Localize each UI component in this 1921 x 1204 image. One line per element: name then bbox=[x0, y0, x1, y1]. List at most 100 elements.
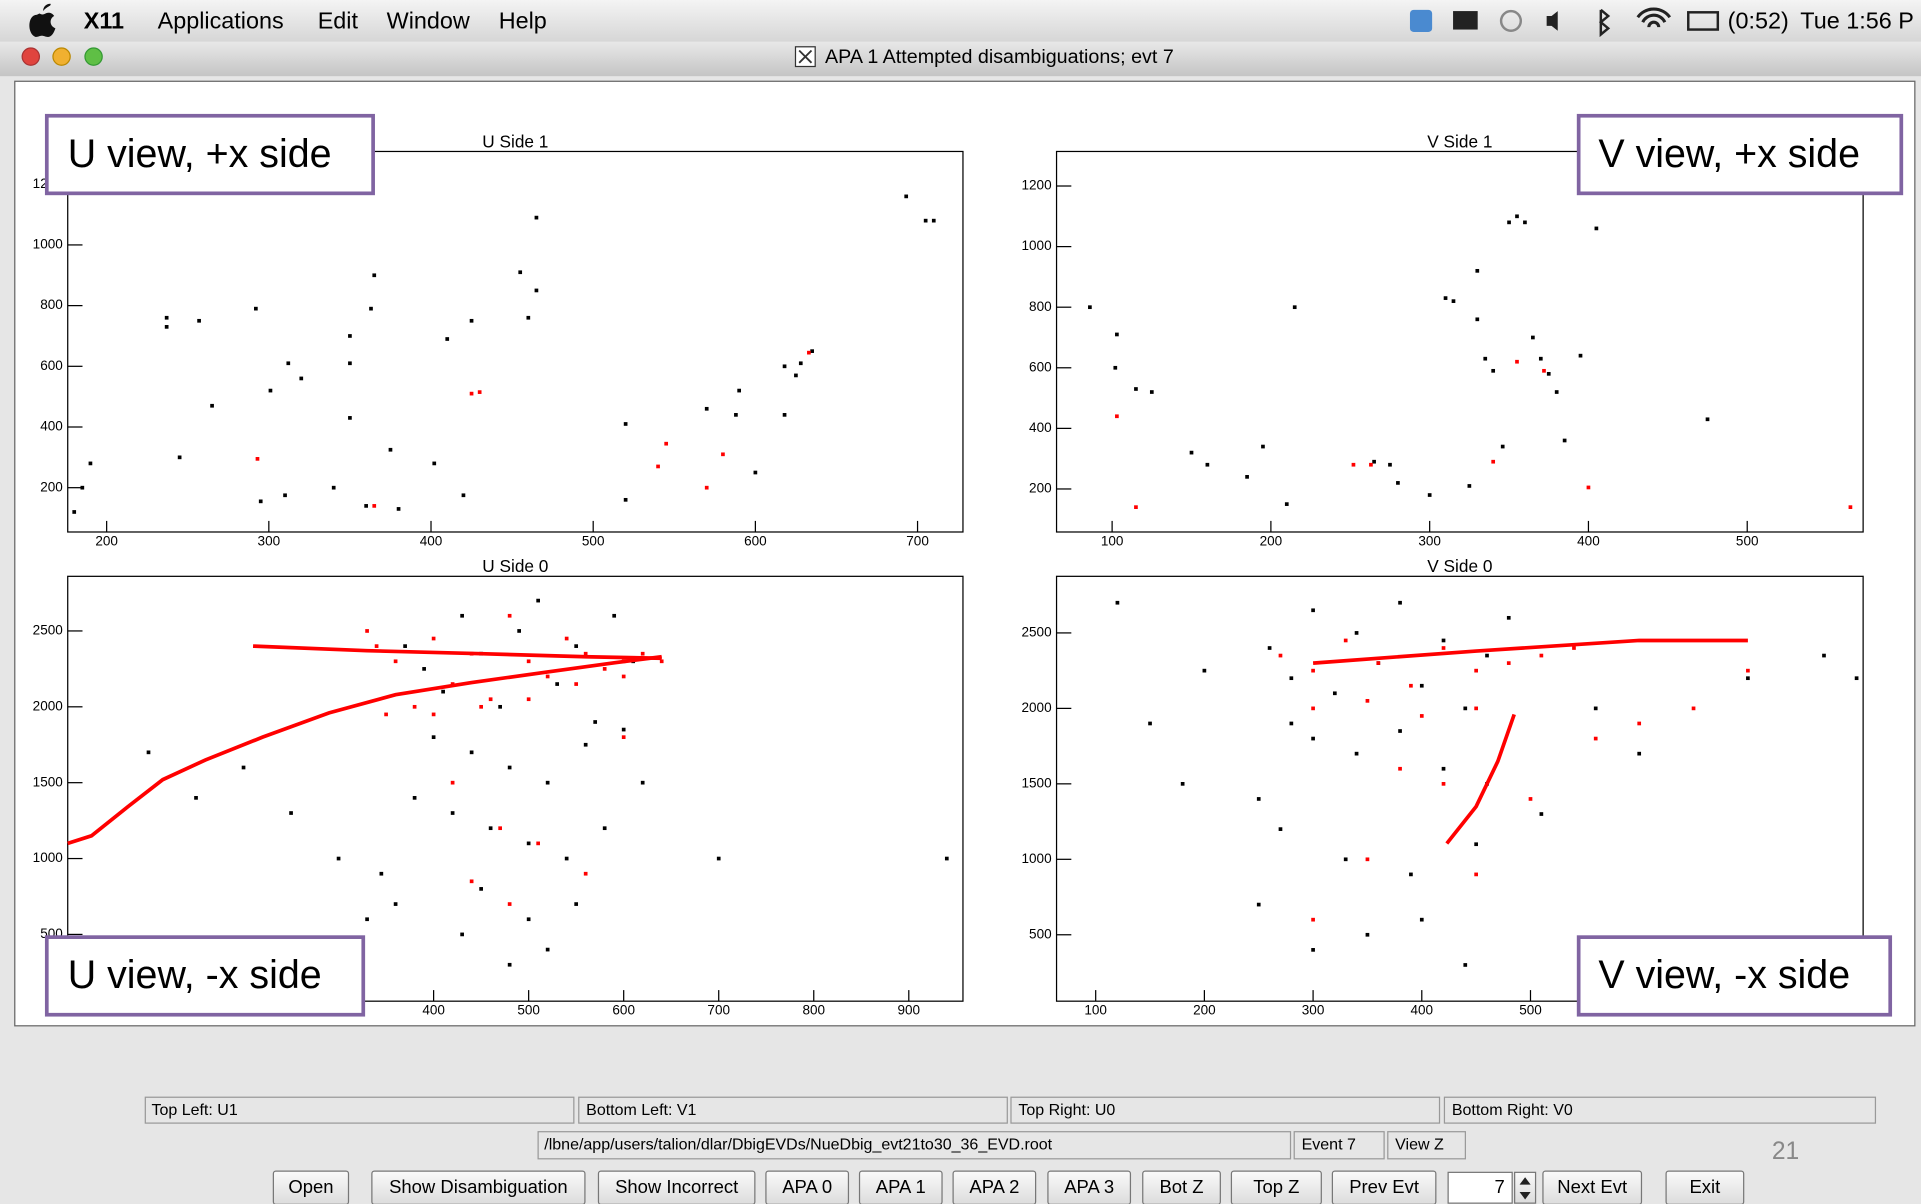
hit bbox=[1594, 737, 1598, 741]
hit bbox=[527, 842, 531, 846]
hit bbox=[364, 504, 368, 508]
hit bbox=[1398, 767, 1402, 771]
y-tick-label: 400 bbox=[40, 419, 63, 434]
menu-item[interactable]: Help bbox=[499, 7, 547, 33]
hit bbox=[603, 667, 607, 671]
slide-number: 21 bbox=[1772, 1138, 1799, 1165]
hit bbox=[1369, 463, 1373, 467]
window-title: APA 1 Attempted disambiguations; evt 7 bbox=[825, 46, 1174, 68]
zoom-button[interactable] bbox=[85, 48, 102, 65]
chart-title: U Side 0 bbox=[482, 556, 548, 576]
hit bbox=[72, 510, 76, 514]
button[interactable]: APA 3 bbox=[1048, 1171, 1131, 1204]
button[interactable]: APA 1 bbox=[860, 1171, 943, 1204]
hit bbox=[1203, 669, 1207, 673]
overlay-text: V view, -x side bbox=[1598, 953, 1850, 997]
y-tick-label: 2500 bbox=[33, 623, 63, 638]
x-tick-label: 100 bbox=[1084, 1003, 1107, 1018]
overlay-text: V view, +x side bbox=[1598, 132, 1860, 176]
hit bbox=[565, 857, 569, 861]
hit bbox=[754, 471, 758, 475]
button[interactable]: APA 2 bbox=[953, 1171, 1036, 1204]
hit bbox=[1398, 601, 1402, 605]
hit bbox=[1245, 475, 1249, 479]
menu-item[interactable]: Applications bbox=[158, 7, 284, 33]
menu-item[interactable]: Edit bbox=[318, 7, 359, 33]
hit bbox=[737, 389, 741, 393]
hit bbox=[498, 826, 502, 830]
hit bbox=[641, 652, 645, 656]
menu-item[interactable]: Window bbox=[387, 7, 470, 33]
menu-item[interactable]: X11 bbox=[84, 7, 124, 33]
hit bbox=[432, 713, 436, 717]
hit bbox=[283, 493, 287, 497]
hit bbox=[945, 857, 949, 861]
x-tick-label: 200 bbox=[1193, 1003, 1216, 1018]
hit bbox=[705, 407, 709, 411]
hit bbox=[1463, 963, 1467, 967]
clock[interactable]: Tue 1:56 P bbox=[1800, 7, 1913, 33]
hit bbox=[517, 629, 521, 633]
button[interactable]: Top Z bbox=[1231, 1171, 1321, 1204]
hit bbox=[210, 404, 214, 408]
y-tick-label: 500 bbox=[1029, 926, 1052, 941]
button[interactable]: Exit bbox=[1666, 1171, 1744, 1204]
view-field: View Z bbox=[1395, 1136, 1444, 1153]
button[interactable]: Show Incorrect bbox=[598, 1171, 754, 1204]
x-tick-label: 300 bbox=[1302, 1003, 1325, 1018]
hit bbox=[612, 614, 616, 618]
hit bbox=[1115, 333, 1119, 337]
button-label: Bot Z bbox=[1159, 1176, 1203, 1197]
hit bbox=[1311, 737, 1315, 741]
hit bbox=[1442, 639, 1446, 643]
status-field: Bottom Right: V0 bbox=[1452, 1102, 1573, 1119]
close-button[interactable] bbox=[22, 48, 39, 65]
hit bbox=[1579, 354, 1583, 358]
hit bbox=[1279, 654, 1283, 658]
hit bbox=[394, 659, 398, 663]
event-input-value: 7 bbox=[1495, 1176, 1505, 1197]
y-tick-label: 200 bbox=[40, 479, 63, 494]
button[interactable]: Bot Z bbox=[1143, 1171, 1221, 1204]
hit bbox=[165, 325, 169, 329]
hit bbox=[451, 781, 455, 785]
hit bbox=[1293, 305, 1297, 309]
hit bbox=[1475, 317, 1479, 321]
hit bbox=[565, 637, 569, 641]
hit bbox=[622, 675, 626, 679]
hit bbox=[555, 682, 559, 686]
minimize-button[interactable] bbox=[53, 48, 70, 65]
button[interactable]: Next Evt bbox=[1543, 1171, 1642, 1204]
hit bbox=[656, 465, 660, 469]
hit bbox=[1515, 360, 1519, 364]
hit bbox=[1388, 463, 1392, 467]
hit bbox=[1279, 827, 1283, 831]
x-tick-label: 600 bbox=[612, 1003, 635, 1018]
y-tick-label: 1200 bbox=[1022, 178, 1052, 193]
hit bbox=[1475, 269, 1479, 273]
hit bbox=[1474, 707, 1478, 711]
y-tick-label: 2500 bbox=[1022, 624, 1052, 639]
screen: X11 Applications Edit Window Help (0:52)… bbox=[0, 0, 1921, 1204]
hit bbox=[369, 307, 373, 311]
button-label: Exit bbox=[1689, 1176, 1720, 1197]
button[interactable]: APA 0 bbox=[766, 1171, 849, 1204]
hit bbox=[1855, 676, 1859, 680]
hit bbox=[1311, 669, 1315, 673]
y-tick-label: 1500 bbox=[1022, 775, 1052, 790]
hit bbox=[1746, 676, 1750, 680]
button[interactable]: Prev Evt bbox=[1332, 1171, 1435, 1204]
hit bbox=[1134, 387, 1138, 391]
hit bbox=[365, 629, 369, 633]
button[interactable]: Open bbox=[273, 1171, 348, 1204]
hit bbox=[807, 351, 811, 355]
hit bbox=[1420, 684, 1424, 688]
hit bbox=[1257, 797, 1261, 801]
chart-title: U Side 1 bbox=[482, 131, 548, 151]
hit bbox=[348, 361, 352, 365]
hit bbox=[508, 963, 512, 967]
hit bbox=[1474, 669, 1478, 673]
hit bbox=[462, 493, 466, 497]
button[interactable]: Show Disambiguation bbox=[372, 1171, 585, 1204]
hit bbox=[1542, 369, 1546, 373]
